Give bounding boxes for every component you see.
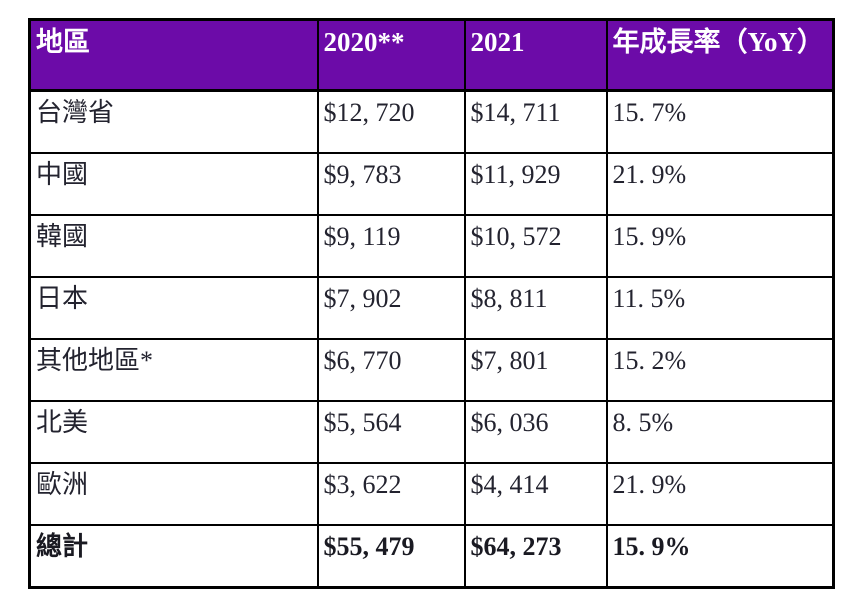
table-row: 北美 $5, 564 $6, 036 8. 5% (28, 400, 835, 464)
table-row: 歐洲 $3, 622 $4, 414 21. 9% (28, 462, 835, 526)
cell-region: 韓國 (28, 214, 319, 278)
cell-y2020: $9, 783 (316, 152, 466, 216)
cell-y2021: $7, 801 (463, 338, 608, 402)
table-header-row: 地區 2020** 2021 年成長率（YoY） (28, 18, 835, 92)
cell-yoy: 11. 5% (605, 276, 835, 340)
column-header-yoy: 年成長率（YoY） (605, 18, 835, 92)
cell-y2020: $12, 720 (316, 89, 466, 154)
table-row: 韓國 $9, 119 $10, 572 15. 9% (28, 214, 835, 278)
cell-y2021: $11, 929 (463, 152, 608, 216)
cell-y2021: $14, 711 (463, 89, 608, 154)
cell-region: 中國 (28, 152, 319, 216)
cell-yoy: 15. 7% (605, 89, 835, 154)
cell-region: 歐洲 (28, 462, 319, 526)
cell-y2021: $8, 811 (463, 276, 608, 340)
cell-region: 總計 (28, 524, 319, 589)
cell-region: 台灣省 (28, 89, 319, 154)
table-row: 日本 $7, 902 $8, 811 11. 5% (28, 276, 835, 340)
cell-y2020: $55, 479 (316, 524, 466, 589)
cell-yoy: 21. 9% (605, 462, 835, 526)
cell-yoy: 15. 9% (605, 524, 835, 589)
cell-y2020: $6, 770 (316, 338, 466, 402)
table-row-total: 總計 $55, 479 $64, 273 15. 9% (28, 524, 835, 589)
cell-y2021: $6, 036 (463, 400, 608, 464)
column-header-y2021: 2021 (463, 18, 608, 92)
cell-y2020: $3, 622 (316, 462, 466, 526)
cell-y2020: $7, 902 (316, 276, 466, 340)
table-header: 地區 2020** 2021 年成長率（YoY） (28, 18, 835, 92)
table-row: 中國 $9, 783 $11, 929 21. 9% (28, 152, 835, 216)
table-row: 其他地區* $6, 770 $7, 801 15. 2% (28, 338, 835, 402)
cell-region: 北美 (28, 400, 319, 464)
cell-y2021: $4, 414 (463, 462, 608, 526)
cell-yoy: 8. 5% (605, 400, 835, 464)
table-row: 台灣省 $12, 720 $14, 711 15. 7% (28, 89, 835, 154)
column-header-y2020: 2020** (316, 18, 466, 92)
cell-y2021: $64, 273 (463, 524, 608, 589)
cell-yoy: 21. 9% (605, 152, 835, 216)
cell-y2020: $9, 119 (316, 214, 466, 278)
cell-yoy: 15. 2% (605, 338, 835, 402)
cell-region: 其他地區* (28, 338, 319, 402)
cell-y2020: $5, 564 (316, 400, 466, 464)
cell-region: 日本 (28, 276, 319, 340)
cell-yoy: 15. 9% (605, 214, 835, 278)
column-header-region: 地區 (28, 18, 319, 92)
cell-y2021: $10, 572 (463, 214, 608, 278)
table-body: 台灣省 $12, 720 $14, 711 15. 7% 中國 $9, 783 $11, 9… (28, 89, 835, 589)
regional-revenue-table: 地區 2020** 2021 年成長率（YoY） 台灣省 $12, 720 $14, 71… (28, 18, 835, 589)
